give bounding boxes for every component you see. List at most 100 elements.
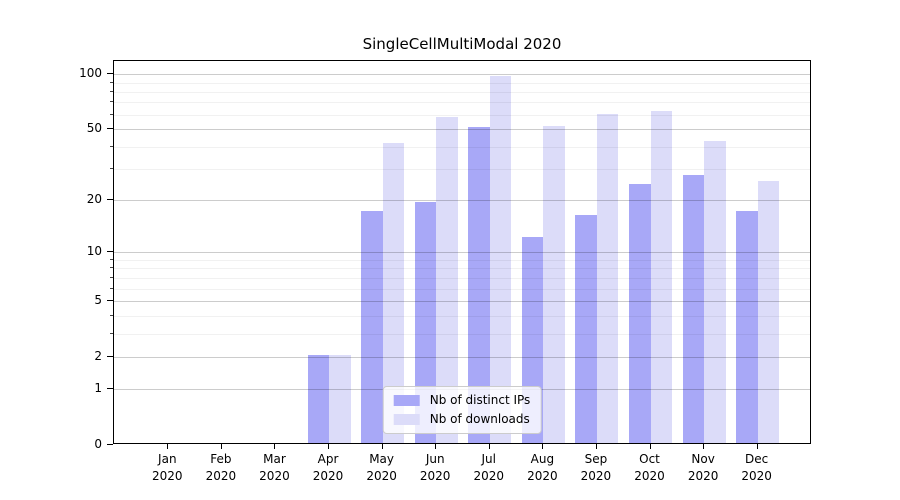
bar-ips-dec xyxy=(736,210,758,443)
legend-item-distinct-ips: Nb of distinct IPs xyxy=(393,393,531,408)
y-tick-label: 2 xyxy=(94,348,102,363)
y-tick-label: 1 xyxy=(94,381,102,396)
x-tick-mark xyxy=(167,444,169,449)
gridline-major xyxy=(114,356,810,358)
y-tick-mark-minor xyxy=(110,145,113,147)
y-tick-label: 5 xyxy=(94,293,102,308)
legend: Nb of distinct IPs Nb of downloads xyxy=(382,386,542,434)
bar-downloads-sep xyxy=(596,114,619,443)
x-tick-label: Jul 2020 xyxy=(454,451,524,485)
gridline-minor xyxy=(114,288,810,290)
x-tick-mark xyxy=(328,444,330,449)
x-tick-label: Feb 2020 xyxy=(186,451,256,485)
bar-ips-may xyxy=(361,210,383,443)
y-tick-mark xyxy=(107,388,113,390)
plot-area: Nb of distinct IPs Nb of downloads xyxy=(113,60,811,444)
x-tick-label: Aug 2020 xyxy=(507,451,577,485)
gridline-minor xyxy=(114,268,810,270)
x-tick-mark xyxy=(595,444,597,449)
x-tick-mark xyxy=(756,444,758,449)
y-tick-mark xyxy=(107,73,113,75)
x-tick-mark xyxy=(649,444,651,449)
gridline-major xyxy=(114,200,810,202)
gridline-minor xyxy=(114,169,810,171)
y-tick-mark-minor xyxy=(110,287,113,289)
y-tick-mark-minor xyxy=(110,101,113,103)
x-tick-label: Jun 2020 xyxy=(400,451,470,485)
x-tick-month: Feb xyxy=(210,452,232,466)
bar-downloads-apr xyxy=(329,354,351,443)
x-tick-year: 2020 xyxy=(634,469,665,483)
gridline-minor xyxy=(114,114,810,116)
x-tick-month: Mar xyxy=(263,452,286,466)
bar-downloads-dec xyxy=(757,181,780,443)
y-tick-mark xyxy=(107,300,113,302)
y-tick-label: 100 xyxy=(79,66,102,81)
x-tick-year: 2020 xyxy=(259,469,290,483)
bar-layer xyxy=(114,61,810,443)
x-tick-year: 2020 xyxy=(419,469,451,483)
x-tick-label: May 2020 xyxy=(347,451,417,485)
y-tick-label: 20 xyxy=(86,192,102,207)
gridline-minor xyxy=(114,259,810,261)
gridline-major xyxy=(114,74,810,76)
x-tick-year: 2020 xyxy=(527,469,558,483)
bar-downloads-aug xyxy=(543,125,565,443)
x-tick-label: Nov 2020 xyxy=(668,451,738,485)
y-tick-mark-minor xyxy=(110,168,113,170)
x-tick-month: Apr xyxy=(317,452,339,466)
gridline-minor xyxy=(114,146,810,148)
bar-ips-oct xyxy=(629,184,651,443)
x-tick-label: Mar 2020 xyxy=(239,451,309,485)
legend-swatch-distinct-ips-icon xyxy=(393,395,420,406)
x-tick-label: Apr 2020 xyxy=(293,451,363,485)
y-tick-mark xyxy=(107,199,113,201)
y-tick-mark-minor xyxy=(110,90,113,92)
x-tick-month: Aug xyxy=(530,452,555,466)
x-tick-month: May xyxy=(369,452,395,466)
y-tick-mark-minor xyxy=(110,276,113,278)
x-tick-year: 2020 xyxy=(741,469,772,483)
gridline-minor xyxy=(114,315,810,317)
y-tick-mark-minor xyxy=(110,81,113,83)
x-tick-month: Jul xyxy=(481,452,496,466)
x-tick-year: 2020 xyxy=(366,469,397,483)
x-tick-mark xyxy=(488,444,490,449)
x-tick-month: Jun xyxy=(425,452,445,466)
x-tick-year: 2020 xyxy=(473,469,505,483)
x-tick-mark xyxy=(274,444,276,449)
y-tick-label: 10 xyxy=(86,244,102,259)
gridline-major xyxy=(114,252,810,254)
gridline-minor xyxy=(114,277,810,279)
bar-downloads-jul xyxy=(489,76,512,443)
bar-downloads-oct xyxy=(650,111,673,443)
x-tick-month: Jan xyxy=(158,452,177,466)
gridline-minor xyxy=(114,82,810,84)
x-tick-mark xyxy=(703,444,705,449)
bar-ips-jun xyxy=(414,202,437,443)
bar-downloads-jun xyxy=(436,116,458,443)
x-tick-label: Oct 2020 xyxy=(615,451,685,485)
gridline-major xyxy=(114,301,810,303)
x-tick-year: 2020 xyxy=(152,469,183,483)
gridline-minor xyxy=(114,333,810,335)
legend-label-distinct-ips: Nb of distinct IPs xyxy=(429,393,531,407)
y-tick-label: 50 xyxy=(86,121,102,136)
chart-title: SingleCellMultiModal 2020 xyxy=(362,35,562,53)
bar-ips-jul xyxy=(468,127,490,443)
legend-item-downloads: Nb of downloads xyxy=(393,412,531,427)
y-tick-mark-minor xyxy=(110,314,113,316)
x-tick-year: 2020 xyxy=(205,469,237,483)
x-tick-month: Oct xyxy=(639,452,660,466)
bar-ips-sep xyxy=(575,215,597,443)
y-tick-mark xyxy=(107,251,113,253)
y-tick-mark xyxy=(107,444,113,445)
gridline-minor xyxy=(114,91,810,93)
bar-downloads-may xyxy=(382,142,405,443)
x-tick-month: Nov xyxy=(691,452,715,466)
bar-downloads-nov xyxy=(704,140,726,443)
gridline-major xyxy=(114,129,810,131)
x-tick-label: Jan 2020 xyxy=(132,451,202,485)
y-tick-mark-minor xyxy=(110,332,113,334)
